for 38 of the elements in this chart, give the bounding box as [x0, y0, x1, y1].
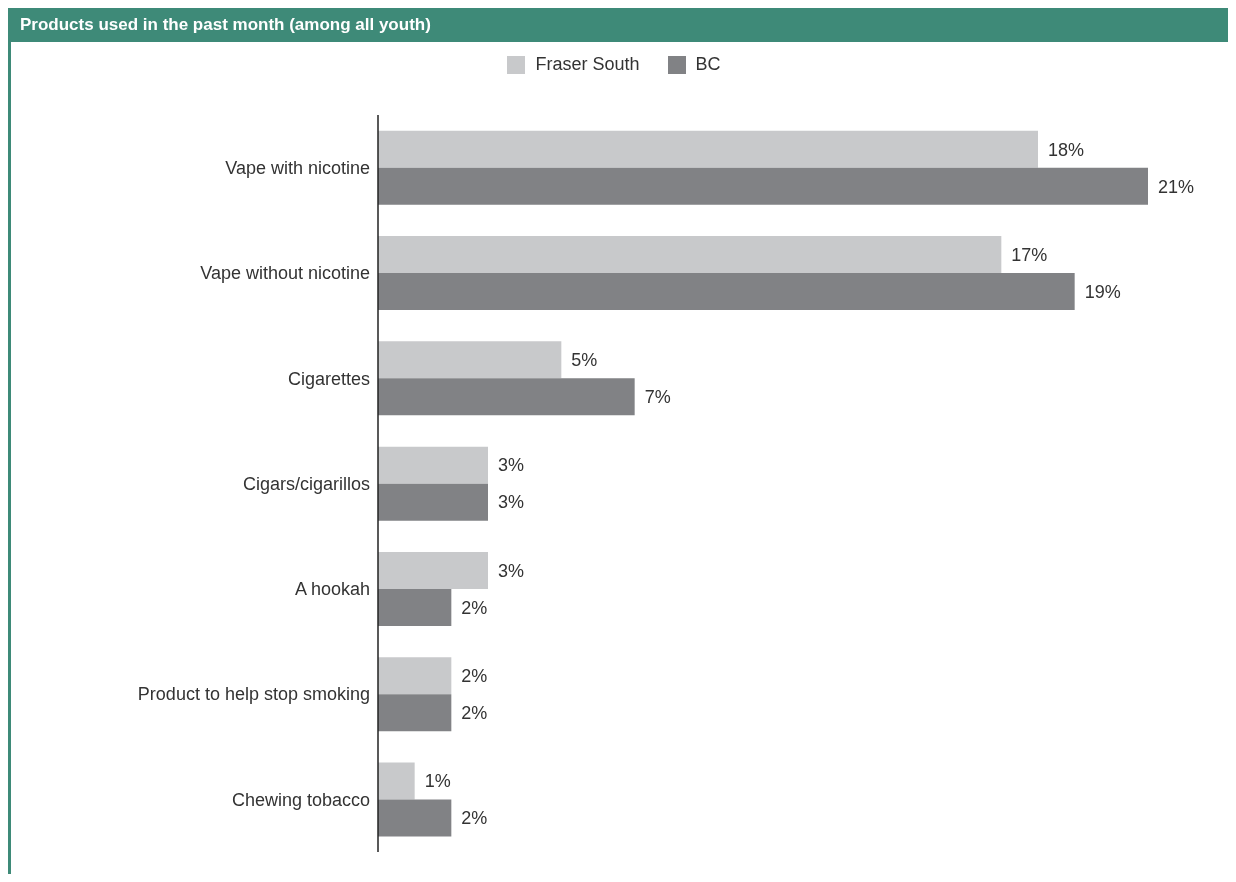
y-tick-label: Product to help stop smoking	[137, 684, 370, 705]
bar	[378, 483, 488, 521]
y-tick-label: A hookah	[294, 579, 370, 600]
bar	[378, 551, 488, 589]
data-label: 7%	[644, 387, 671, 408]
bar	[378, 762, 415, 800]
data-label: 3%	[498, 492, 525, 513]
y-tick-label: Cigars/cigarillos	[242, 473, 370, 494]
y-tick-label: Cigarettes	[287, 368, 370, 389]
y-tick-label: Chewing tobacco	[231, 789, 370, 810]
data-label: 2%	[461, 808, 488, 829]
bar	[378, 341, 562, 379]
text: Products used in the past month (among all youth)	[8, 8, 1228, 42]
data-label: 21%	[1158, 176, 1195, 197]
data-label: 17%	[1011, 244, 1048, 265]
y-tick-label: Vape with nicotine	[225, 158, 370, 179]
data-label: 2%	[461, 597, 488, 618]
legend-label: BC	[694, 54, 721, 75]
data-label: 3%	[498, 560, 525, 581]
legend-label: Fraser South	[534, 54, 640, 75]
bar	[378, 273, 1075, 311]
bar	[378, 799, 452, 837]
bar	[378, 657, 452, 695]
data-label: 18%	[1048, 139, 1085, 160]
data-label: 2%	[461, 666, 488, 687]
bar	[378, 236, 1002, 274]
data-label: 19%	[1084, 281, 1121, 302]
bar	[378, 446, 488, 484]
y-tick-label: Vape without nicotine	[200, 263, 370, 284]
data-label: 1%	[424, 771, 451, 792]
bar	[378, 694, 452, 732]
data-label: 5%	[571, 350, 598, 371]
bar	[378, 378, 635, 416]
bar	[378, 588, 452, 626]
bar	[378, 130, 1038, 168]
data-label: 3%	[498, 455, 525, 476]
data-label: 2%	[461, 703, 488, 724]
bar	[378, 167, 1148, 205]
